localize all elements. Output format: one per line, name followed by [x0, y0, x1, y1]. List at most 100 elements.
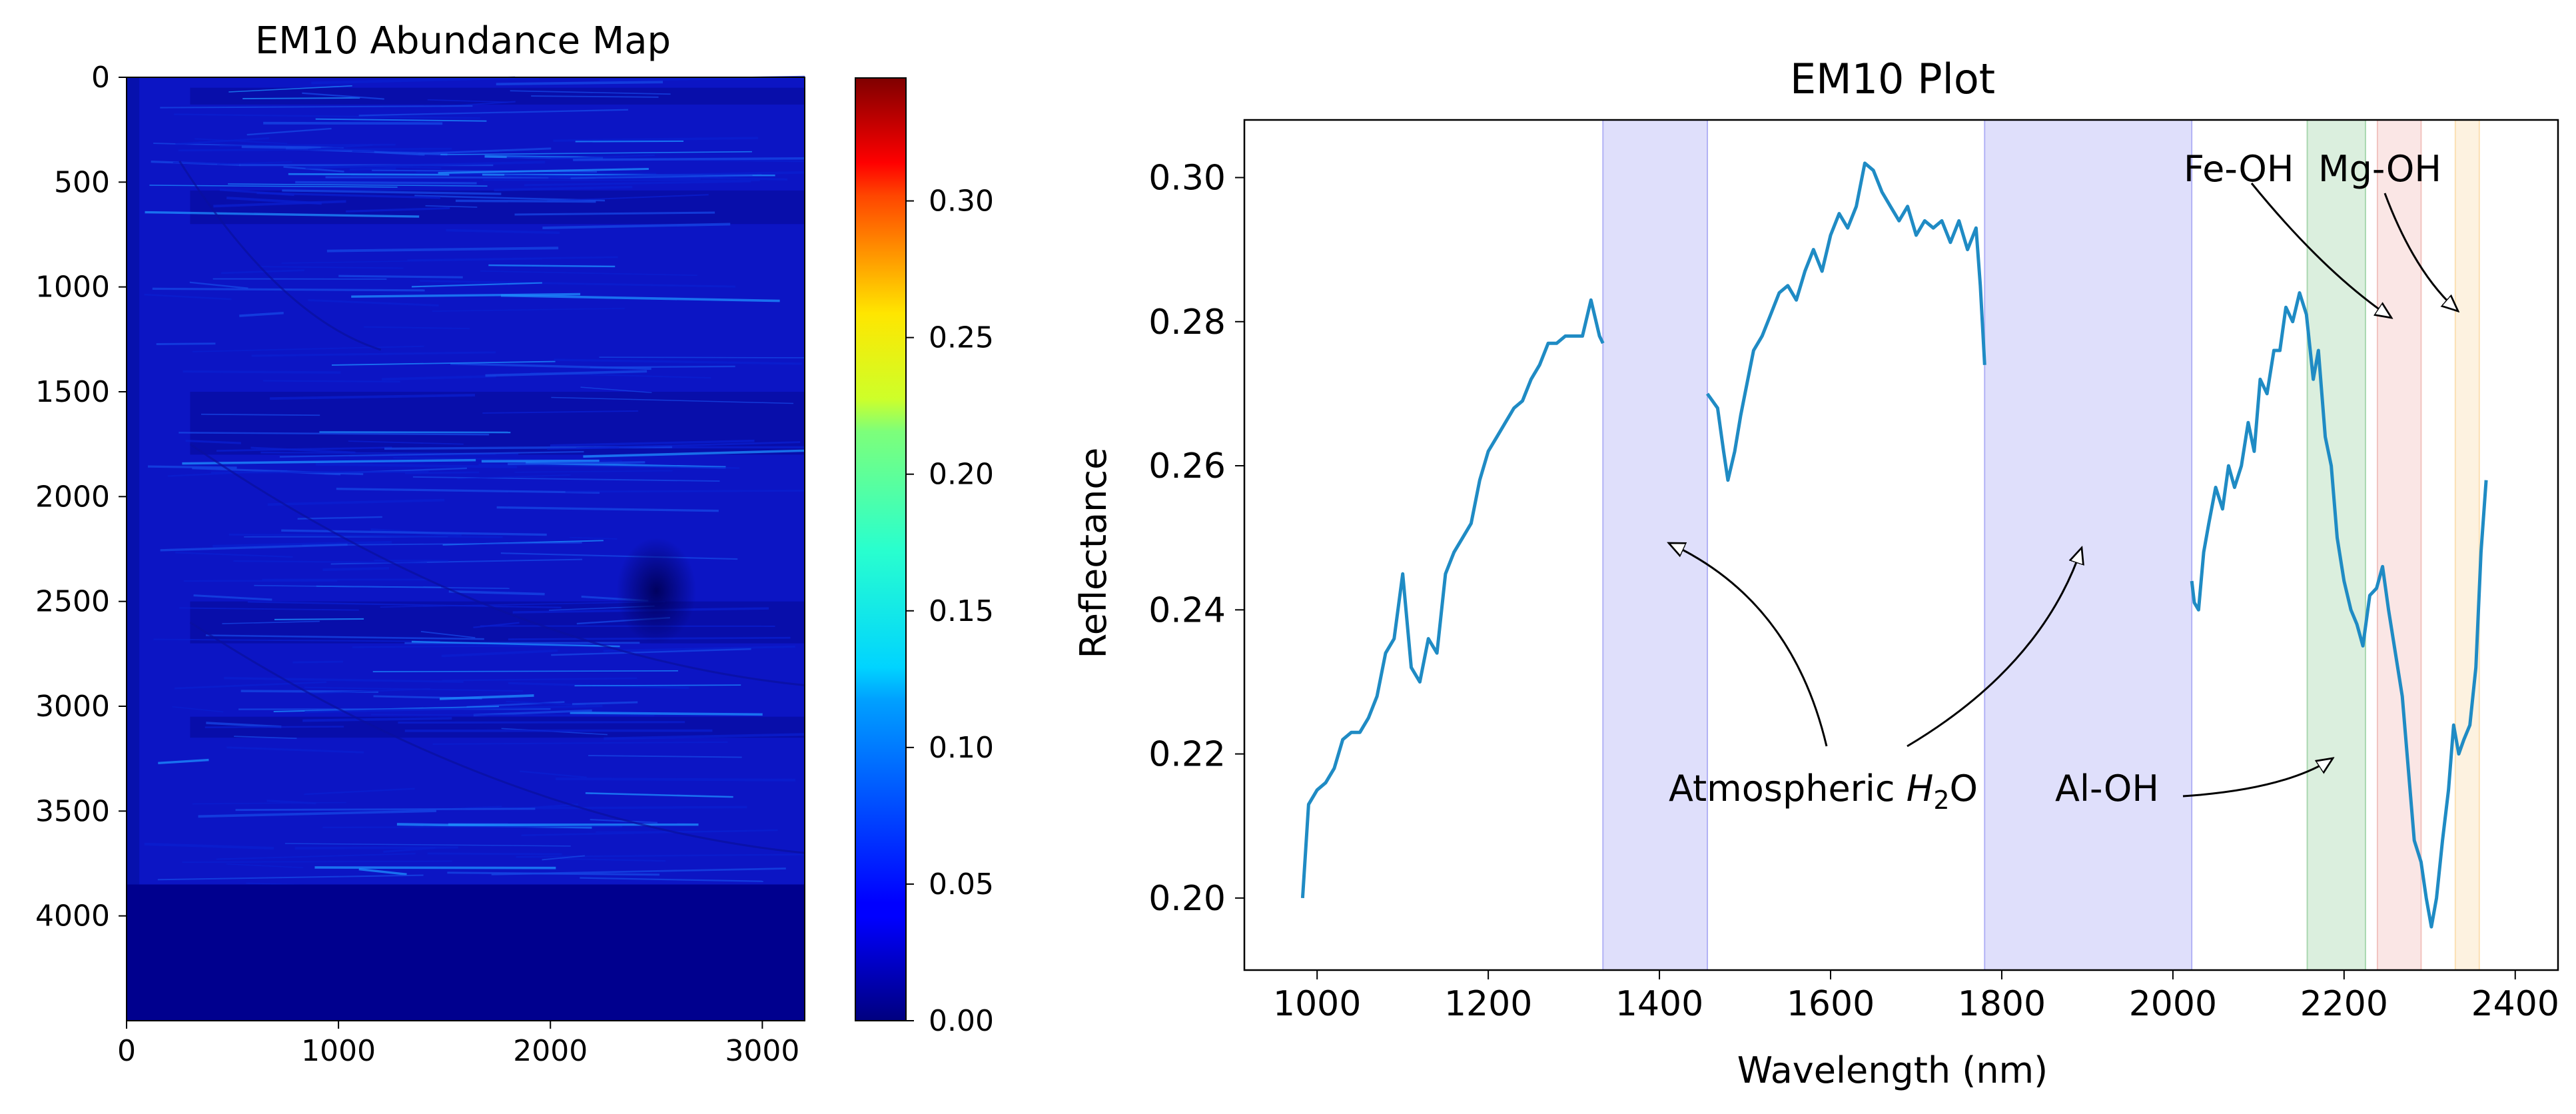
heatmap-streak [542, 855, 586, 861]
band-atmospheric-h2o [1602, 119, 1709, 971]
heatmap-streak [279, 450, 584, 458]
heatmap-streak [491, 867, 786, 875]
em10-plot-panel: EM10 Plot 1000 1200 1400 1600 1800 2000 2200 24… [1073, 55, 2559, 1091]
heatmap-empty-region [127, 884, 805, 1021]
heatmap-streak [228, 85, 352, 93]
heatmap-streak [548, 171, 805, 179]
heatmap-streak [302, 92, 384, 100]
heatmap-streak [580, 386, 652, 394]
plot-x-tick-label: 1800 [1958, 984, 2046, 1024]
heatmap-streak [284, 843, 571, 847]
heatmap-streak [195, 138, 288, 145]
heatmap-streak [304, 686, 524, 692]
heatmap-streak [153, 638, 440, 642]
heatmap-streak [572, 701, 638, 706]
plot-y-tick-label: 0.26 [1148, 446, 1226, 486]
y-axis-label: Reflectance [1073, 448, 1114, 659]
heatmap-streak [478, 464, 739, 469]
heatmap-streak [599, 356, 805, 358]
heatmap-streak [457, 474, 571, 480]
heatmap-streak [213, 540, 392, 548]
heatmap-streak [336, 488, 600, 494]
heatmap-streak [427, 99, 508, 103]
heatmap-streak [216, 446, 392, 452]
plot-y-tick-label: 0.30 [1148, 159, 1226, 199]
heatmap-streak [604, 733, 805, 740]
heatmap-y-tick-label: 500 [54, 165, 110, 199]
heatmap-y-axis: 0 500 1000 1500 2000 2500 3000 3500 4000 [35, 61, 127, 933]
heatmap-y-tick-label: 3500 [35, 794, 110, 828]
heatmap-streak [358, 109, 628, 117]
al-oh-arrow [2182, 758, 2333, 798]
heatmap-streak [516, 853, 805, 858]
heatmap-streak [420, 280, 735, 288]
heatmap-streak [250, 446, 356, 454]
heatmap-streak [553, 137, 758, 142]
heatmap-streak [288, 173, 450, 176]
heatmap-streak [440, 151, 752, 155]
heatmap-y-tick-label: 3000 [35, 690, 110, 724]
heatmap-streak [441, 649, 558, 658]
heatmap-streak [580, 877, 763, 882]
plot-y-tick-label: 0.22 [1148, 735, 1226, 775]
heatmap-streak [427, 852, 562, 855]
heatmap-streak [432, 741, 728, 745]
band-atmospheric-h2o [1984, 119, 2193, 971]
heatmap-streak [551, 648, 751, 656]
colorbar-tick-label: 0.05 [929, 867, 994, 901]
heatmap-streak [556, 777, 796, 782]
heatmap-x-axis: 0 1000 2000 3000 [117, 1021, 799, 1068]
fe-oh-arrow [2250, 183, 2391, 318]
heatmap-streak [508, 461, 645, 466]
heatmap-texture [127, 75, 805, 1021]
heatmap-streak [326, 247, 559, 253]
heatmap-streak [446, 229, 560, 235]
heatmap-image [127, 77, 805, 1021]
heatmap-streak [189, 281, 248, 289]
heatmap-streak [281, 529, 547, 536]
colorbar-tick-label: 0.20 [929, 458, 994, 492]
heatmap-streak [175, 681, 327, 690]
heatmap-streak [228, 533, 503, 538]
heatmap-streak [258, 266, 404, 269]
reflectance-series [1300, 161, 2488, 929]
heatmap-x-tick-label: 2000 [513, 1034, 588, 1068]
colorbar-tick-label: 0.30 [929, 185, 994, 219]
heatmap-streak [332, 360, 556, 366]
heatmap-streak [583, 449, 805, 458]
heatmap-streak [590, 365, 735, 368]
heatmap-streak [179, 607, 359, 611]
heatmap-streak [348, 440, 464, 445]
heatmap-streak [182, 860, 452, 863]
heatmap-streak [448, 590, 545, 596]
heatmap-streak [219, 189, 294, 197]
heatmap-streak [149, 185, 398, 188]
heatmap-streak [192, 345, 424, 352]
reflectance-line-segment-3 [2190, 291, 2488, 929]
heatmap-streak [302, 542, 582, 546]
heatmap-streak [482, 410, 639, 414]
heatmap-x-tick-label: 1000 [301, 1034, 376, 1068]
heatmap-streak [550, 439, 755, 447]
heatmap-streak [304, 704, 603, 714]
reflectance-line-segment-2 [1705, 161, 1986, 482]
heatmap-streak [514, 211, 715, 216]
heatmap-streak [304, 788, 415, 796]
heatmap-streak [570, 712, 763, 716]
band-al-oh [2306, 119, 2366, 971]
heatmap-streak [346, 207, 450, 213]
heatmap-arc [189, 443, 805, 687]
heatmap-streak [147, 465, 237, 469]
heatmap-y-tick-label: 1500 [35, 375, 110, 409]
abundance-map-title: EM10 Abundance Map [255, 19, 671, 63]
heatmap-streak [185, 440, 241, 444]
heatmap-streak [198, 810, 437, 818]
heatmap-streak [573, 157, 805, 161]
colorbar-ticks: 0.00 0.05 0.10 0.15 0.20 0.25 0.30 [906, 185, 994, 1038]
heatmap-streak [570, 175, 753, 179]
colorbar-gradient [855, 77, 907, 1021]
heatmap-streak [358, 867, 407, 875]
plot-y-tick-label: 0.20 [1148, 879, 1226, 919]
colorbar: 0.00 0.05 0.10 0.15 0.20 0.25 0.30 [855, 77, 994, 1038]
heatmap-streak [274, 618, 364, 620]
